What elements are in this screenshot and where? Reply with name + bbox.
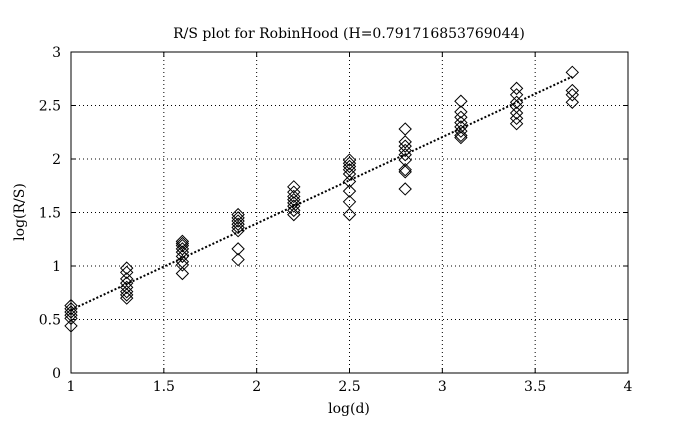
x-tick-label: 3 xyxy=(438,379,447,395)
fit-line xyxy=(70,75,573,311)
data-point-diamond xyxy=(287,180,301,194)
data-point-diamond xyxy=(398,139,412,153)
data-point-diamond xyxy=(231,211,245,225)
data-point-diamond xyxy=(287,185,301,199)
data-point-diamond xyxy=(119,265,134,280)
x-tick-label: 4 xyxy=(624,379,633,395)
y-tick-label: 0 xyxy=(52,366,61,382)
data-point-diamond xyxy=(231,242,245,256)
data-point-diamond xyxy=(454,124,468,138)
y-tick-label: 1 xyxy=(52,259,61,275)
y-tick-label: 0.5 xyxy=(39,313,61,329)
data-point-diamond xyxy=(454,105,468,119)
data-point-diamond xyxy=(287,192,301,207)
data-point-diamond xyxy=(287,207,301,222)
data-point-diamond xyxy=(398,165,412,179)
data-points xyxy=(64,65,580,333)
data-point-diamond xyxy=(342,207,357,222)
data-point-diamond xyxy=(175,236,190,251)
data-point-diamond xyxy=(231,223,245,238)
axis-tick-labels: 1 1.5 2 2.5 3 3.5 4 0 0.5 1 1.5 2 2.5 3 xyxy=(39,45,633,395)
data-point-diamond xyxy=(454,115,468,130)
data-point-diamond xyxy=(342,195,357,209)
data-point-diamond xyxy=(454,94,468,108)
data-point-diamond xyxy=(287,189,301,204)
y-axis-label: log(R/S) xyxy=(12,183,28,241)
data-point-diamond xyxy=(342,153,357,167)
data-point-diamond xyxy=(454,110,468,124)
data-point-diamond xyxy=(175,258,190,272)
fit-line-group xyxy=(70,75,573,311)
data-point-diamond xyxy=(398,182,412,196)
data-point-diamond xyxy=(565,65,580,80)
data-point-diamond xyxy=(175,245,190,259)
data-point-diamond xyxy=(175,242,190,256)
x-tick-label: 1.5 xyxy=(153,379,175,395)
data-point-diamond xyxy=(565,95,580,109)
data-point-diamond xyxy=(231,217,245,231)
data-point-diamond xyxy=(342,184,357,198)
data-point-diamond xyxy=(287,199,301,213)
x-tick-label: 2 xyxy=(252,379,261,395)
data-point-diamond xyxy=(509,116,524,131)
data-point-diamond xyxy=(175,234,190,249)
data-point-diamond xyxy=(287,203,301,218)
data-point-diamond xyxy=(454,130,468,145)
data-point-diamond xyxy=(342,167,357,181)
data-point-diamond xyxy=(119,272,134,286)
y-tick-label: 2.5 xyxy=(39,99,61,115)
grid-lines xyxy=(71,52,628,373)
data-point-diamond xyxy=(119,280,134,295)
x-tick-label: 1 xyxy=(67,379,76,395)
data-point-diamond xyxy=(398,148,412,162)
data-point-diamond xyxy=(454,120,468,134)
y-tick-label: 1.5 xyxy=(39,206,61,222)
data-point-diamond xyxy=(509,106,524,120)
data-point-diamond xyxy=(509,95,524,109)
data-point-diamond xyxy=(119,284,134,299)
y-tick-label: 3 xyxy=(52,45,61,61)
data-point-diamond xyxy=(398,122,412,136)
data-point-diamond xyxy=(119,291,134,305)
y-tick-label: 2 xyxy=(52,152,61,168)
axis-ticks xyxy=(70,51,629,374)
data-point-diamond xyxy=(398,135,412,149)
data-point-diamond xyxy=(398,162,412,177)
data-point-diamond xyxy=(509,81,524,96)
data-point-diamond xyxy=(231,214,245,228)
data-point-diamond xyxy=(175,249,190,264)
x-axis-label: log(d) xyxy=(328,401,370,417)
x-tick-label: 3.5 xyxy=(524,379,546,395)
data-point-diamond xyxy=(565,88,580,102)
data-point-diamond xyxy=(398,143,412,158)
data-point-diamond xyxy=(231,207,245,222)
data-point-diamond xyxy=(231,220,245,235)
data-point-diamond xyxy=(342,156,357,170)
data-point-diamond xyxy=(454,128,468,143)
data-point-diamond xyxy=(342,159,357,174)
data-point-diamond xyxy=(175,238,190,253)
data-point-diamond xyxy=(509,111,524,126)
chart-title: R/S plot for RobinHood (H=0.791716853769… xyxy=(173,26,525,42)
data-point-diamond xyxy=(119,261,134,275)
data-point-diamond xyxy=(175,266,190,281)
data-point-diamond xyxy=(231,252,245,267)
x-tick-label: 2.5 xyxy=(338,379,360,395)
data-point-diamond xyxy=(342,174,357,189)
data-point-diamond xyxy=(119,288,134,302)
